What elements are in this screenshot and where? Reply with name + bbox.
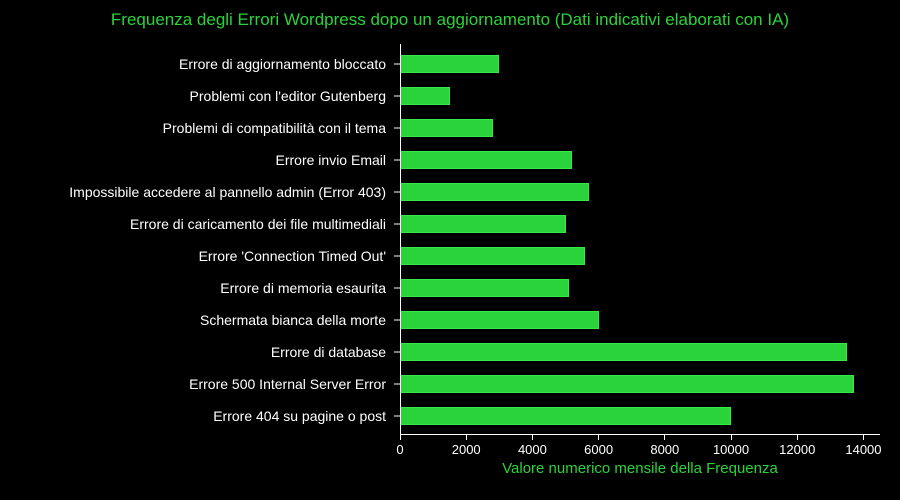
category-label: Errore 500 Internal Server Error [0, 376, 400, 392]
bar-row: Errore di caricamento dei file multimedi… [0, 210, 900, 238]
y-axis-line [400, 44, 401, 434]
bar-row: Errore 500 Internal Server Error [0, 370, 900, 398]
x-tick-mark [532, 434, 533, 440]
bar [400, 247, 585, 265]
category-label: Errore di database [0, 344, 400, 360]
x-tick-mark [731, 434, 732, 440]
category-label: Errore di memoria esaurita [0, 280, 400, 296]
x-axis-line [400, 434, 880, 435]
bar [400, 215, 566, 233]
x-tick-label: 6000 [584, 442, 613, 457]
bar-row: Errore di aggiornamento bloccato [0, 50, 900, 78]
bar-track [400, 372, 880, 396]
category-label: Problemi di compatibilità con il tema [0, 120, 400, 136]
category-label: Problemi con l'editor Gutenberg [0, 88, 400, 104]
bar-row: Schermata bianca della morte [0, 306, 900, 334]
bar-row: Problemi di compatibilità con il tema [0, 114, 900, 142]
category-label: Errore 404 su pagine o post [0, 408, 400, 424]
x-tick-label: 2000 [452, 442, 481, 457]
bar [400, 375, 854, 393]
x-tick-mark [598, 434, 599, 440]
x-tick-mark [797, 434, 798, 440]
bar [400, 55, 499, 73]
bar [400, 151, 572, 169]
plot-area: Errore di aggiornamento bloccato Problemi… [0, 42, 900, 500]
bar-track [400, 212, 880, 236]
x-tick-label: 10000 [713, 442, 749, 457]
category-label: Errore di caricamento dei file multimedi… [0, 216, 400, 232]
bar [400, 183, 589, 201]
bar-row: Errore 404 su pagine o post [0, 402, 900, 430]
bar [400, 343, 847, 361]
bar-track [400, 404, 880, 428]
bar-track [400, 116, 880, 140]
bar-track [400, 308, 880, 332]
bar-track [400, 84, 880, 108]
x-tick-label: 8000 [650, 442, 679, 457]
bar-track [400, 148, 880, 172]
bar [400, 87, 450, 105]
bar [400, 407, 731, 425]
bar-track [400, 276, 880, 300]
x-tick-mark [863, 434, 864, 440]
bar [400, 119, 493, 137]
bar-track [400, 244, 880, 268]
x-tick-label: 12000 [779, 442, 815, 457]
bar [400, 279, 569, 297]
bar-chart: Frequenza degli Errori Wordpress dopo un… [0, 0, 900, 500]
bar-track [400, 340, 880, 364]
category-label: Impossibile accedere al pannello admin (… [0, 184, 400, 200]
bar-row: Errore 'Connection Timed Out' [0, 242, 900, 270]
bar-row: Errore di database [0, 338, 900, 366]
x-tick-label: 0 [396, 442, 403, 457]
x-axis-label: Valore numerico mensile della Frequenza [400, 460, 880, 477]
x-tick-mark [400, 434, 401, 440]
bar [400, 311, 599, 329]
bar-row: Problemi con l'editor Gutenberg [0, 82, 900, 110]
x-tick-label: 4000 [518, 442, 547, 457]
category-label: Errore 'Connection Timed Out' [0, 248, 400, 264]
bar-track [400, 52, 880, 76]
bar-row: Errore invio Email [0, 146, 900, 174]
x-tick-mark [664, 434, 665, 440]
category-label: Errore invio Email [0, 152, 400, 168]
category-label: Errore di aggiornamento bloccato [0, 56, 400, 72]
bar-row: Impossibile accedere al pannello admin (… [0, 178, 900, 206]
x-tick-label: 14000 [845, 442, 881, 457]
bar-track [400, 180, 880, 204]
category-label: Schermata bianca della morte [0, 312, 400, 328]
chart-title: Frequenza degli Errori Wordpress dopo un… [0, 10, 900, 30]
x-tick-mark [466, 434, 467, 440]
bar-row: Errore di memoria esaurita [0, 274, 900, 302]
